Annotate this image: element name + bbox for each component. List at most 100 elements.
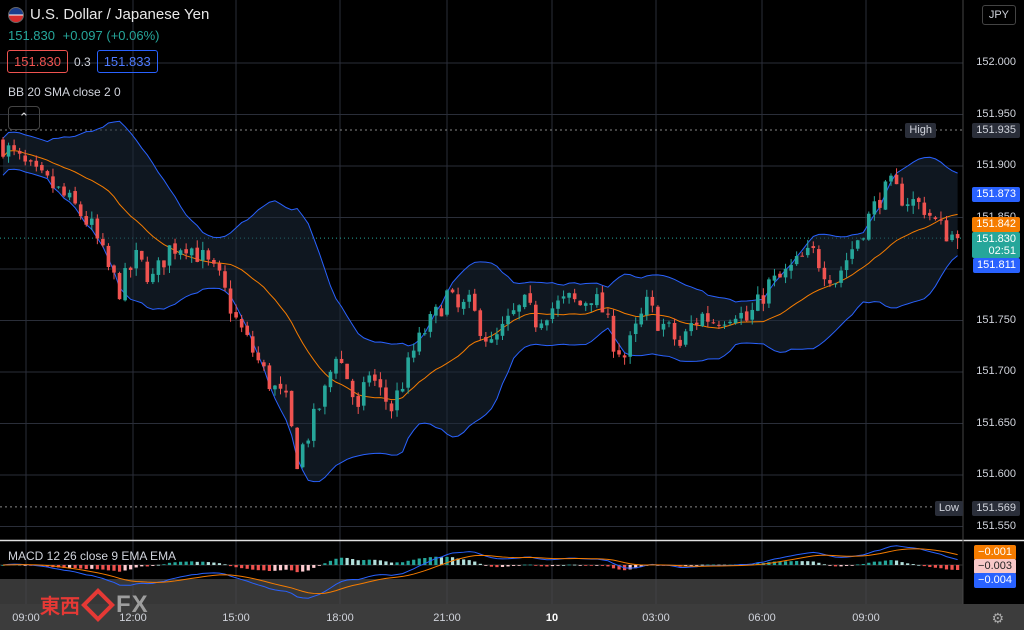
candle-body	[678, 339, 682, 346]
macd-indicator-label[interactable]: MACD 12 26 close 9 EMA EMA	[8, 549, 177, 563]
candle-body	[645, 296, 649, 315]
macd-hist-bar	[778, 561, 782, 565]
candle-body	[800, 255, 804, 257]
current-price-tag: 151.830 02:51	[972, 232, 1020, 258]
macd-hist-bar	[195, 561, 199, 565]
candle-body	[40, 165, 44, 171]
candle-body	[445, 290, 449, 315]
candle-body	[872, 201, 877, 215]
macd-hist-bar	[573, 564, 577, 566]
macd-hist-bar	[223, 564, 227, 566]
bb-basis-tag: 151.842	[972, 217, 1020, 232]
candle-body	[511, 310, 516, 315]
candle-body	[694, 322, 699, 325]
candle-body	[439, 308, 444, 317]
candle-body	[689, 323, 693, 332]
candle-body	[617, 350, 621, 355]
candle-body	[167, 245, 172, 266]
candle-body	[633, 323, 638, 335]
macd-hist-bar	[922, 565, 926, 567]
candle-body	[367, 375, 372, 383]
macd-hist-bar	[700, 564, 704, 566]
candle-body	[700, 313, 705, 327]
macd-hist-bar	[561, 564, 566, 566]
candle-body	[789, 264, 793, 271]
candle-body	[84, 216, 89, 225]
candle-body	[34, 160, 39, 167]
macd-hist-bar	[595, 565, 599, 566]
macd-hist-bar	[689, 565, 693, 566]
macd-hist-bar	[900, 562, 904, 565]
macd-hist-tag: −0.004	[974, 573, 1016, 588]
candle-body	[539, 323, 544, 329]
time-tick-label: 03:00	[642, 612, 670, 624]
price-tick-label: 152.000	[976, 56, 1016, 68]
macd-hist-bar	[589, 565, 593, 566]
macd-hist-bar	[245, 565, 249, 569]
macd-hist-bar	[950, 565, 954, 570]
candle-body	[406, 357, 410, 388]
gear-icon[interactable]: ⚙	[991, 610, 1004, 626]
currency-button[interactable]: JPY	[981, 5, 1016, 25]
macd-line	[2, 545, 958, 599]
candle-body	[389, 403, 394, 412]
symbol-header[interactable]: U.S. Dollar / Japanese Yen	[8, 6, 209, 23]
macd-hist-bar	[495, 565, 499, 568]
price-tick-label: 151.650	[976, 416, 1016, 429]
spread-value: 0.3	[74, 54, 91, 69]
candle-body	[339, 358, 344, 364]
candle-body	[239, 319, 244, 328]
macd-hist-bar	[939, 565, 943, 569]
candle-body	[184, 249, 188, 254]
macd-hist-bar	[68, 565, 72, 568]
macd-hist-bar	[389, 562, 394, 565]
candle-body	[206, 250, 211, 260]
candle-body	[517, 305, 521, 312]
candle-body	[472, 293, 477, 311]
time-tick-label: 15:00	[222, 612, 250, 624]
buy-button[interactable]: 151.833	[96, 50, 158, 73]
candle-body	[783, 268, 788, 278]
bid-ask-panel: 151.830 0.3 151.833	[7, 50, 158, 73]
candle-body	[478, 310, 483, 336]
macd-hist-bar	[956, 565, 960, 570]
candle-body	[450, 289, 455, 293]
macd-hist-bar	[106, 565, 111, 571]
macd-hist-bar	[212, 562, 216, 565]
candle-body	[234, 312, 238, 318]
sell-button[interactable]: 151.830	[7, 50, 68, 73]
macd-hist-bar	[278, 565, 283, 571]
time-axis-bg	[0, 604, 1024, 630]
macd-hist-bar	[167, 562, 172, 565]
candle-body	[467, 294, 471, 302]
macd-hist-bar	[295, 565, 299, 573]
bb-lower-line	[2, 168, 958, 483]
macd-hist-bar	[367, 559, 371, 565]
price-change-pct: (+0.06%)	[106, 28, 160, 43]
candle-body	[744, 311, 749, 321]
candle-body	[361, 382, 366, 406]
macd-hist-bar	[395, 562, 399, 565]
candle-body	[889, 175, 893, 182]
macd-hist-bar	[323, 563, 327, 565]
candle-body	[650, 296, 655, 306]
macd-hist-bar	[162, 564, 166, 566]
candle-body	[545, 320, 549, 326]
macd-hist-bar	[783, 561, 788, 565]
macd-hist-bar	[406, 560, 410, 565]
macd-hist-bar	[201, 561, 205, 565]
macd-hist-bar	[184, 561, 188, 565]
collapse-indicators-button[interactable]: ⌃	[8, 106, 40, 130]
candle-body	[667, 322, 671, 324]
candle-body	[722, 324, 727, 326]
macd-hist-bar	[478, 563, 482, 565]
bb-indicator-label[interactable]: BB 20 SMA close 2 0	[8, 85, 121, 99]
macd-hist-bar	[822, 564, 826, 566]
high-label: High	[905, 123, 936, 138]
quote-line: 151.830 +0.097 (+0.06%)	[8, 28, 160, 43]
macd-hist-bar	[345, 557, 349, 565]
candle-body	[561, 296, 566, 299]
candle-body	[794, 256, 799, 265]
macd-hist-bar	[856, 564, 860, 566]
